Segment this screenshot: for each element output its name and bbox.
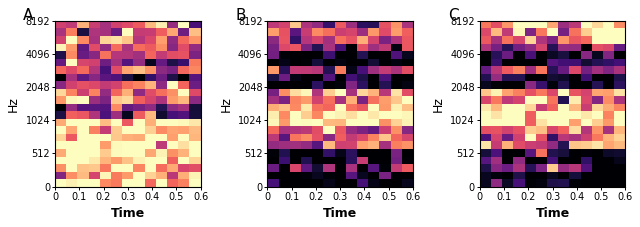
Text: B: B xyxy=(236,8,246,23)
X-axis label: Time: Time xyxy=(323,207,357,220)
X-axis label: Time: Time xyxy=(536,207,570,220)
Y-axis label: Hz: Hz xyxy=(220,96,232,112)
Text: C: C xyxy=(448,8,458,23)
Text: A: A xyxy=(23,8,33,23)
Y-axis label: Hz: Hz xyxy=(432,96,445,112)
Y-axis label: Hz: Hz xyxy=(7,96,20,112)
X-axis label: Time: Time xyxy=(111,207,145,220)
